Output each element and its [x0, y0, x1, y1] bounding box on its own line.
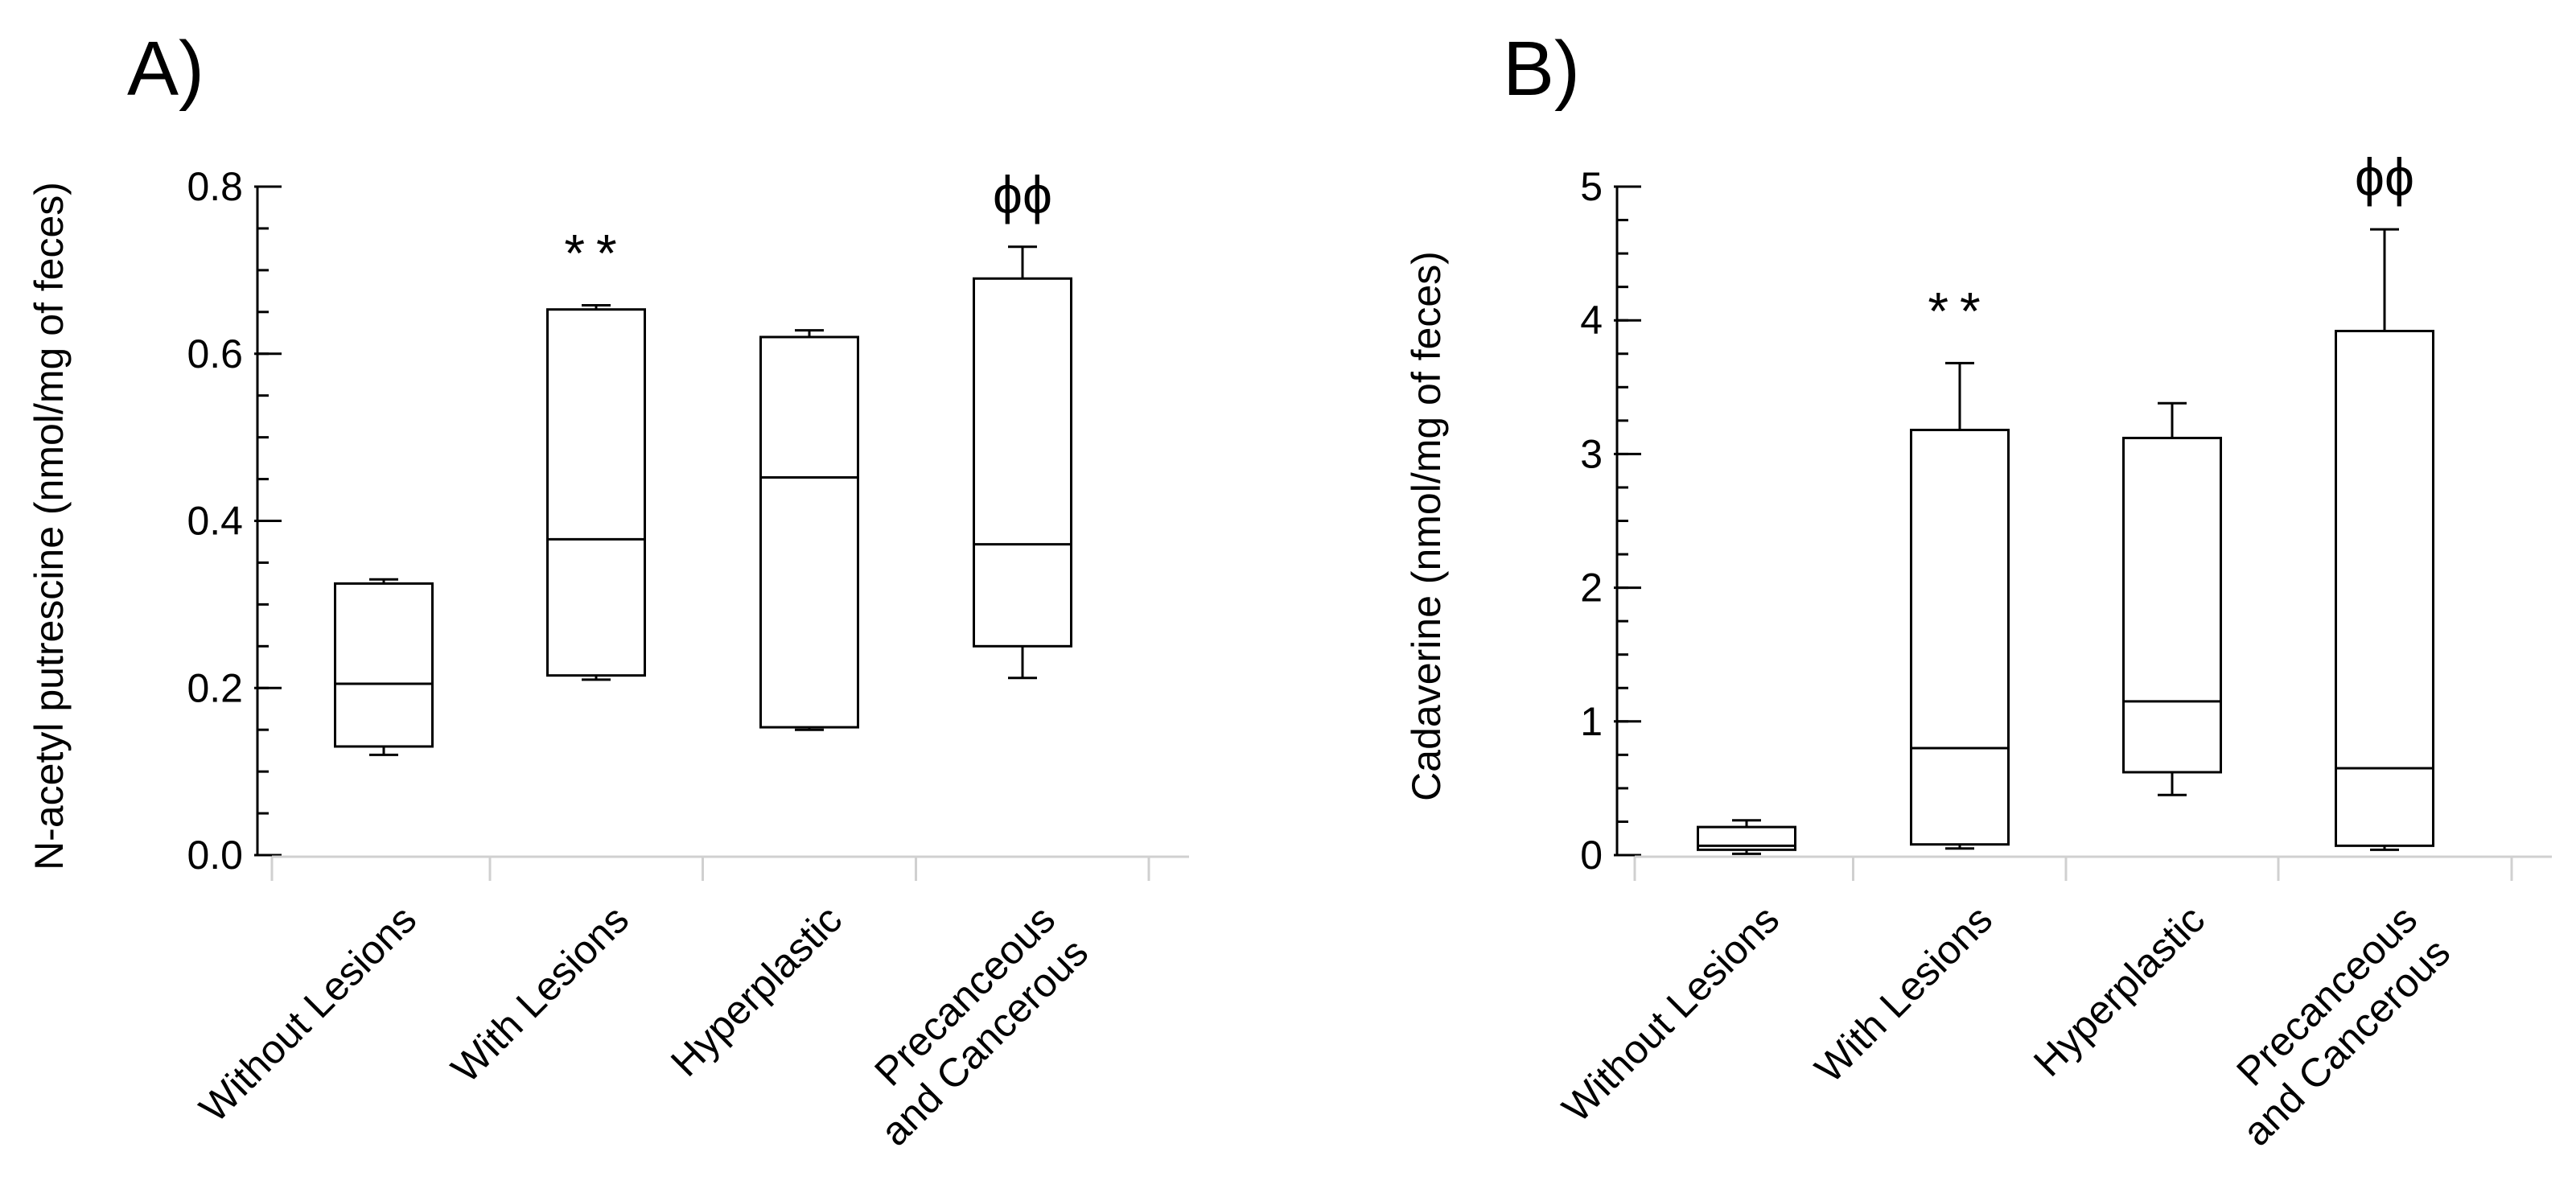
panel-a-letter: A) [127, 26, 204, 112]
panel-a-y-tick-label: 0.2 [187, 665, 243, 710]
box-iqr [334, 582, 434, 748]
panel-b-box-3 [2122, 401, 2222, 796]
panel-b-letter: B) [1503, 26, 1580, 112]
box-iqr [2122, 436, 2222, 774]
box-iqr [1910, 428, 2010, 846]
panel-b-y-tick-label: 4 [1580, 298, 1603, 343]
panel-a-x-category-label: Precanceousand Cancerous [839, 897, 1097, 1154]
panel-a-y-tick-label: 0.4 [187, 499, 243, 544]
panel-b-chart: B) Cadaverine (nmol/mg of feces) 0 1 2 3 4 5 W… [1404, 26, 2552, 1154]
panel-a-y-tick-label: 0.6 [187, 331, 243, 376]
box-iqr [759, 335, 859, 729]
panel-b-box-4 [2335, 228, 2434, 851]
panel-a-box-3 [759, 329, 859, 731]
box-iqr [973, 277, 1072, 648]
panel-a-x-category-label: With Lesions [442, 897, 637, 1092]
panel-a-box-1 [334, 578, 434, 756]
panel-a-y-tick-label: 0.8 [187, 164, 243, 209]
panel-a-chart: A) N-acetyl putrescine (nmol/mg of feces… [27, 26, 1189, 1154]
panel-b-box-2 [1910, 361, 2010, 850]
panel-a-y-axis-title: N-acetyl putrescine (nmol/mg of feces) [27, 182, 72, 870]
panel-a-box-2 [546, 304, 646, 681]
panel-b-y-tick-label: 2 [1580, 566, 1603, 611]
panel-a-x-category-label: Without Lesions [191, 897, 425, 1131]
panel-b-significance-annotation: ** [1928, 281, 1991, 340]
panel-b-significance-annotation: ϕϕ [2355, 147, 2414, 207]
panel-b-x-category-label: With Lesions [1806, 897, 2001, 1092]
panel-b-y-tick-label: 0 [1580, 833, 1603, 878]
panel-a-x-category-label-line: Hyperplastic [662, 897, 850, 1085]
panel-b-x-category-label: Hyperplastic [2025, 897, 2213, 1085]
panel-a-x-category-label-line: With Lesions [442, 897, 637, 1092]
panel-a-significance-annotation: ** [564, 224, 628, 283]
panel-b-y-tick-label: 3 [1580, 431, 1603, 476]
panel-b-x-category-label: Precanceousand Cancerous [2201, 897, 2459, 1154]
panel-a-x-category-label-line: Without Lesions [191, 897, 425, 1131]
box-iqr [546, 308, 646, 677]
panel-b-y-tick-label: 5 [1580, 164, 1603, 209]
panel-b-y-axis-title: Cadaverine (nmol/mg of feces) [1404, 251, 1449, 801]
panel-b-y-tick-label: 1 [1580, 699, 1603, 744]
panel-b-x-category-label-line: Without Lesions [1553, 897, 1788, 1131]
panel-a-x-category-label: Hyperplastic [662, 897, 850, 1085]
panel-b-box-1 [1697, 819, 1796, 855]
box-iqr [2335, 329, 2434, 847]
panel-b-x-category-label-line: Hyperplastic [2025, 897, 2213, 1085]
panel-b-x-category-label-line: With Lesions [1806, 897, 2001, 1092]
panel-a-box-4 [973, 245, 1072, 680]
panel-a-significance-annotation: ϕϕ [993, 165, 1052, 224]
panel-b-x-category-label: Without Lesions [1553, 897, 1788, 1131]
panel-a-y-tick-label: 0.0 [187, 833, 243, 878]
